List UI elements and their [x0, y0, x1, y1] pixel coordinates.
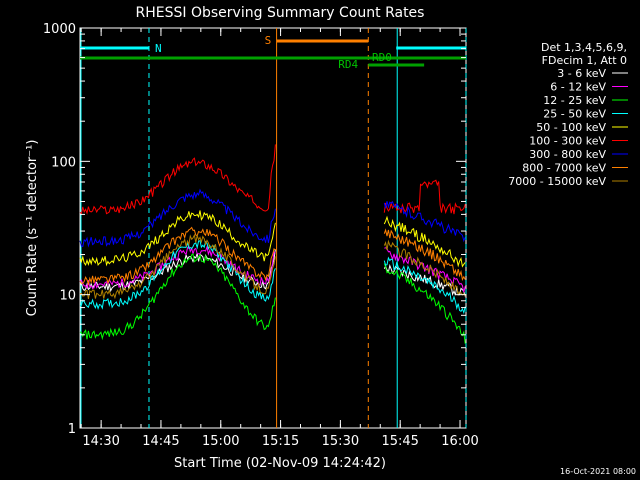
x-axis-label: Start Time (02-Nov-09 14:24:42)	[174, 456, 386, 471]
legend-entry: 12 - 25 keV	[543, 94, 606, 107]
rd4-label: RD4	[338, 58, 358, 71]
series-line-pre-saa	[79, 244, 276, 290]
legend-layer: Det 1,3,4,5,6,9,FDecim 1, Att 03 - 6 keV…	[508, 41, 628, 188]
legend-entry: 3 - 6 keV	[557, 67, 606, 80]
series-line-pre-saa	[79, 240, 276, 311]
x-tick-label: 15:30	[322, 434, 359, 449]
x-tick-label: 15:00	[202, 434, 239, 449]
legend-header-line: Det 1,3,4,5,6,9,	[541, 41, 627, 54]
night-label: N	[155, 42, 162, 55]
legend-entry: 300 - 800 keV	[529, 148, 606, 161]
series-line-post-saa	[384, 247, 466, 293]
legend-entry: 800 - 7000 keV	[522, 162, 606, 175]
plot-frame	[79, 27, 467, 429]
saa-label: S	[265, 34, 272, 47]
y-axis-label: Count Rate (s⁻¹ detector⁻¹)	[25, 140, 40, 317]
series-line-pre-saa	[79, 249, 276, 293]
x-tick-label: 15:45	[381, 434, 418, 449]
y-tick-label: 10	[59, 289, 76, 304]
legend-entry: 50 - 100 keV	[536, 121, 606, 134]
legend-entry: 100 - 300 keV	[529, 135, 606, 148]
series-line-pre-saa	[79, 144, 276, 215]
rd0-label: RD0	[372, 51, 392, 64]
legend-entry: 7000 - 15000 keV	[508, 175, 606, 188]
legend-entry: 25 - 50 keV	[543, 108, 606, 121]
y-tick-label: 1	[68, 422, 76, 437]
series-line-post-saa	[383, 228, 466, 282]
series-line-post-saa	[383, 215, 466, 268]
series-line-post-saa	[383, 256, 466, 315]
x-tick-label: 16:00	[441, 434, 478, 449]
y-tick-label: 1000	[43, 22, 76, 37]
series-line-pre-saa	[79, 188, 276, 248]
series-line-pre-saa	[79, 226, 276, 287]
footer-date: 16-Oct-2021 08:00	[560, 467, 636, 476]
series-line-post-saa	[383, 239, 466, 297]
series-line-pre-saa	[79, 253, 276, 341]
legend-entry: 6 - 12 keV	[550, 81, 606, 94]
x-tick-label: 14:30	[82, 434, 119, 449]
y-tick-label: 100	[51, 155, 76, 170]
series-line-post-saa	[383, 263, 466, 344]
series-line-post-saa	[383, 179, 466, 215]
chart-title: RHESSI Observing Summary Count Rates	[136, 5, 425, 21]
axes-layer: 14:30 14:45 15:00 15:15 15:30 15:45 16:00 1 10 10…	[43, 22, 479, 449]
x-tick-label: 14:45	[142, 434, 179, 449]
legend-header-line: FDecim 1, Att 0	[542, 54, 627, 67]
x-tick-label: 15:15	[262, 434, 299, 449]
series-layer	[79, 144, 466, 344]
series-line-pre-saa	[79, 233, 276, 300]
intervals-layer: N S RD0 RD4	[80, 28, 467, 428]
series-line-pre-saa	[79, 210, 276, 267]
series-line-post-saa	[383, 263, 466, 297]
series-line-post-saa	[383, 200, 466, 243]
